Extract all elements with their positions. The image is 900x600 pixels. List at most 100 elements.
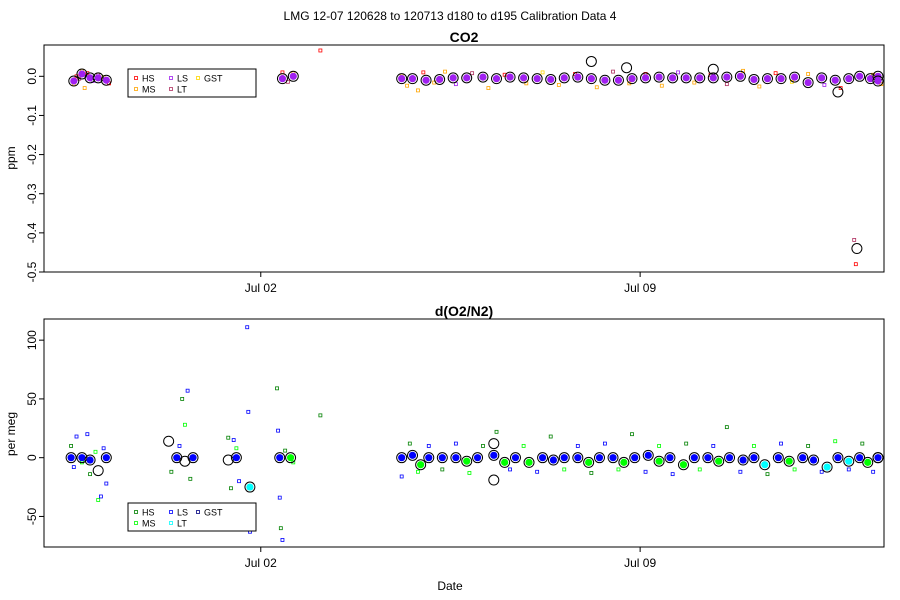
co2-mean-fill	[669, 74, 677, 82]
co2-mean-fill	[506, 73, 514, 81]
o2n2-data-point	[276, 428, 281, 433]
co2-mean-fill	[845, 75, 853, 83]
co2-y-tick-label: -0.1	[25, 105, 39, 126]
o2n2-data-point	[88, 472, 92, 477]
figure-xlabel: Date	[437, 579, 463, 593]
o2n2-mean-fill	[739, 456, 747, 464]
co2-mean-marker	[734, 70, 746, 82]
o2n2-y-tick-label: 100	[25, 330, 39, 350]
co2-mean-marker	[92, 72, 104, 84]
co2-x-tick-label: Jul 02	[245, 281, 277, 295]
co2-mean-marker	[518, 72, 530, 84]
co2-data-point	[443, 69, 447, 74]
o2n2-mean-marker	[488, 438, 500, 450]
o2n2-legend-label: MS	[142, 519, 156, 529]
o2n2-data-point	[440, 467, 445, 472]
o2n2-mean-fill	[501, 458, 509, 466]
co2-mean-marker	[721, 71, 733, 83]
co2-data-point	[676, 70, 680, 75]
o2n2-mean-marker	[593, 452, 605, 464]
co2-legend-swatch	[134, 76, 138, 80]
co2-x-tick-label: Jul 09	[624, 281, 656, 295]
o2n2-mean-fill	[809, 456, 818, 464]
co2-panel: CO2 ppm 0.0 -0.1 -0.2 -0.3 -0.4 -0.5 Jul 02 Jul…	[4, 29, 885, 295]
o2n2-data-point	[246, 409, 251, 414]
co2-title: CO2	[450, 29, 479, 45]
o2n2-data-point	[508, 467, 512, 472]
o2n2-data-point	[589, 471, 594, 475]
o2n2-data-point	[229, 486, 233, 491]
o2n2-mean-marker	[583, 456, 595, 468]
o2n2-mean-fill	[438, 454, 446, 462]
o2n2-data-point	[779, 441, 783, 446]
co2-data-point	[594, 85, 599, 90]
o2n2-legend-swatch	[169, 521, 173, 525]
o2n2-mean-fill	[417, 461, 425, 469]
co2-mean-marker	[640, 72, 652, 84]
o2n2-mean-marker	[461, 455, 473, 467]
co2-mean-fill	[479, 73, 487, 81]
o2n2-mean-marker	[832, 452, 844, 464]
co2-mean-marker	[872, 75, 884, 87]
o2n2-mean-marker	[759, 459, 771, 471]
o2n2-data-point	[101, 446, 106, 451]
co2-legend-box	[127, 68, 257, 98]
co2-data-point	[405, 83, 409, 88]
o2n2-data-point	[104, 481, 109, 486]
co2-mean-fill	[533, 75, 541, 83]
o2n2-mean-marker	[436, 452, 448, 464]
co2-data-point	[540, 70, 545, 75]
o2n2-x-tick-label: Jul 09	[624, 556, 656, 570]
o2n2-mean-marker	[748, 452, 760, 464]
co2-mean-marker	[491, 73, 503, 85]
o2n2-mean-fill	[574, 454, 582, 462]
co2-data-point	[692, 80, 697, 85]
o2n2-mean-marker	[688, 452, 700, 464]
o2n2-mean-fill	[490, 451, 498, 459]
o2n2-data-point	[237, 479, 241, 484]
co2-mean-marker	[694, 72, 706, 84]
o2n2-data-point	[724, 425, 729, 430]
co2-mean-marker	[854, 70, 866, 82]
o2n2-mean-fill	[644, 451, 652, 459]
o2n2-data-point	[407, 441, 412, 446]
co2-legend-swatch	[134, 87, 138, 91]
o2n2-mean-marker	[772, 452, 784, 464]
o2n2-mean-fill	[856, 454, 864, 462]
o2n2-mean-marker	[872, 452, 884, 464]
o2n2-mean-marker	[499, 456, 511, 468]
o2n2-data-point	[71, 465, 76, 469]
co2-mean-fill	[763, 75, 772, 83]
o2n2-data-point	[234, 446, 239, 451]
o2n2-mean-marker	[285, 452, 297, 464]
o2n2-y-tick-label: -50	[25, 507, 39, 525]
o2n2-mean-marker	[76, 452, 88, 464]
co2-mean-fill	[750, 75, 758, 84]
o2n2-mean-fill	[232, 454, 240, 462]
co2-mean-marker	[680, 72, 692, 84]
o2n2-data-point	[871, 469, 876, 474]
o2n2-mean-marker	[407, 449, 419, 461]
o2n2-mean-marker	[187, 452, 199, 464]
co2-mean-marker	[653, 71, 665, 83]
o2n2-mean-marker	[450, 452, 462, 464]
o2n2-data-point	[93, 449, 98, 454]
co2-mean-marker	[851, 243, 863, 255]
co2-data-point	[416, 88, 420, 93]
o2n2-data-point	[792, 467, 797, 472]
co2-mean-fill	[696, 74, 704, 82]
o2n2-legend-box	[127, 502, 257, 532]
o2n2-mean-marker	[737, 454, 749, 466]
o2n2-data-point	[278, 526, 283, 531]
o2n2-data-point	[426, 444, 431, 448]
o2n2-data-point	[562, 467, 567, 472]
o2n2-mean-marker	[509, 452, 521, 464]
o2n2-legend-swatch	[134, 510, 138, 514]
o2n2-data-point	[738, 469, 743, 474]
o2n2-mean-fill	[834, 454, 842, 462]
co2-mean-marker	[477, 71, 489, 83]
o2n2-mean-fill	[725, 454, 734, 462]
o2n2-data-point	[277, 495, 282, 500]
